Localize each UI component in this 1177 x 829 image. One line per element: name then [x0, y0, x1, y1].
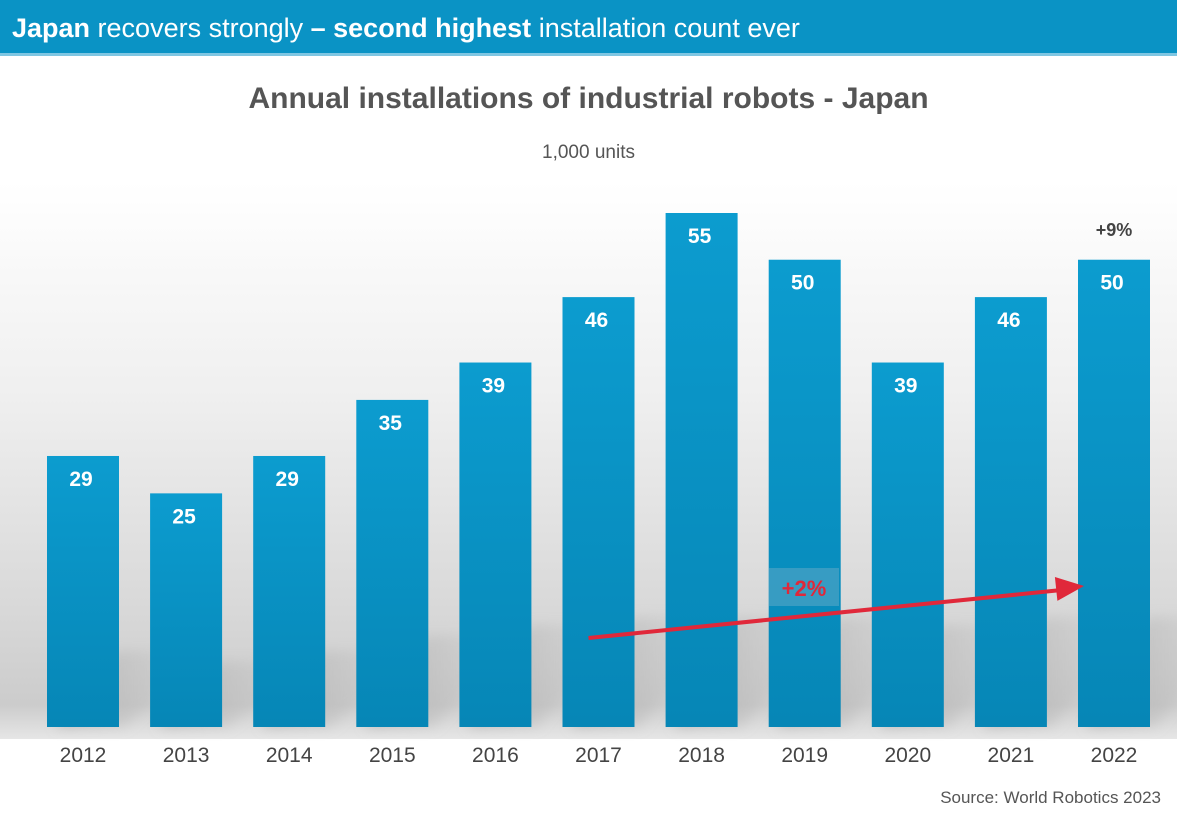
bar — [871, 362, 944, 727]
banner-country: Japan — [12, 13, 91, 43]
bar — [974, 297, 1047, 727]
banner-text-2: installation count ever — [531, 13, 800, 43]
trend-arrow-line — [588, 587, 1065, 640]
x-tick-label: 2013 — [163, 744, 210, 767]
x-tick-label: 2018 — [678, 744, 725, 767]
bar — [253, 455, 326, 727]
growth-annotation: +9% — [1096, 220, 1133, 240]
x-tick-label: 2015 — [369, 744, 416, 767]
data-label: 50 — [1100, 272, 1123, 295]
x-tick-label: 2012 — [60, 744, 107, 767]
chart-title: Annual installations of industrial robot… — [248, 82, 929, 115]
bar — [562, 297, 635, 727]
data-label: 46 — [585, 309, 608, 332]
data-label: 35 — [379, 412, 403, 435]
data-label: 29 — [276, 468, 299, 491]
trend-label: +2% — [782, 576, 827, 601]
bar — [459, 362, 532, 727]
x-tick-label: 2014 — [266, 744, 313, 767]
trend-label-box — [769, 568, 839, 606]
banner-emphasis: – second highest — [310, 13, 532, 43]
data-label: 39 — [894, 375, 917, 398]
chart-subtitle: 1,000 units — [542, 142, 635, 163]
trend-arrow-head — [1054, 576, 1084, 601]
bar — [1078, 259, 1150, 727]
bar — [768, 259, 841, 727]
bar — [150, 493, 223, 727]
bar — [665, 213, 738, 727]
source-note: Source: World Robotics 2023 — [940, 788, 1161, 807]
data-label: 46 — [997, 309, 1020, 332]
x-tick-label: 2021 — [988, 744, 1035, 767]
data-label: 25 — [172, 505, 196, 528]
banner-text-1: recovers strongly — [90, 13, 311, 43]
x-tick-label: 2017 — [575, 744, 622, 767]
data-label: 55 — [688, 225, 712, 248]
data-label: 29 — [69, 468, 92, 491]
x-tick-label: 2016 — [472, 744, 519, 767]
x-tick-label: 2019 — [781, 744, 828, 767]
bar — [356, 399, 429, 727]
data-label: 39 — [482, 375, 505, 398]
header-banner: Japan recovers strongly – second highest… — [0, 0, 1177, 56]
data-label: 50 — [791, 272, 814, 295]
x-tick-label: 2020 — [884, 744, 931, 767]
x-tick-label: 2022 — [1091, 744, 1138, 767]
bar — [47, 455, 119, 727]
